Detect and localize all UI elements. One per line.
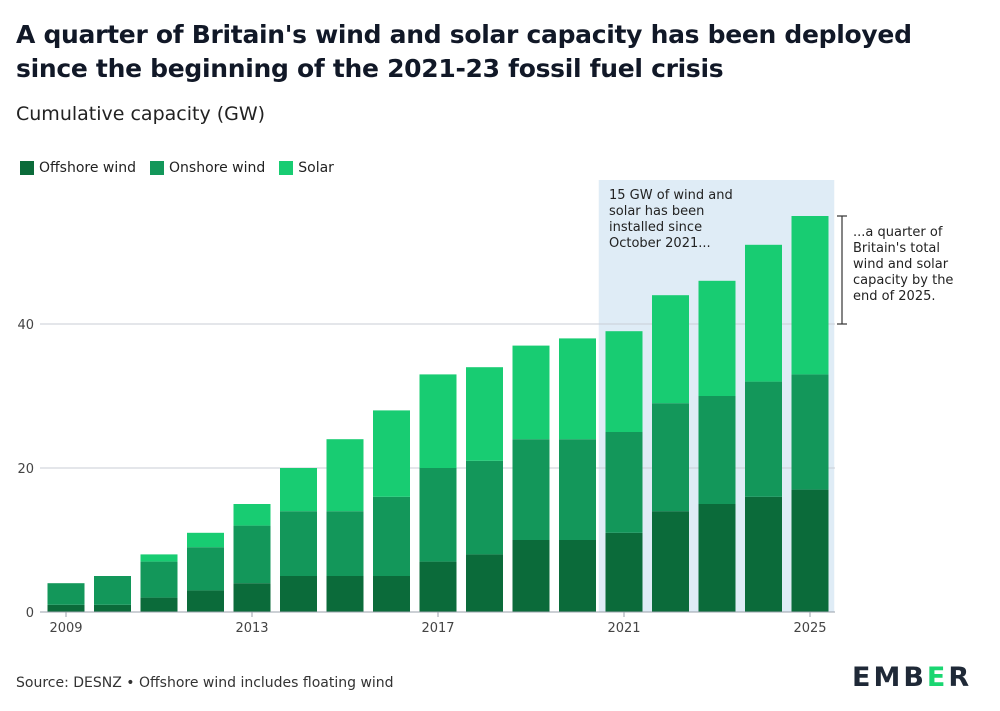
- bar-solar: [745, 244, 782, 382]
- ember-logo: EMBER: [852, 662, 972, 693]
- annotation-side-text: ...a quarter of Britain's total wind and s…: [853, 225, 953, 304]
- axis-layer: 0 20 40 2009 2013 2017 2021 2025: [17, 318, 835, 636]
- legend-swatch-offshore: [20, 161, 34, 175]
- legend-swatch-solar: [279, 161, 294, 175]
- annotation-layer: 15 GW of wind and solar has been installed…: [609, 188, 953, 325]
- logo-letter: R: [948, 662, 973, 693]
- bar-onshore-wind: [512, 439, 550, 540]
- legend-swatch-onshore: [150, 161, 165, 175]
- bar-offshore-wind: [745, 496, 782, 612]
- legend-label-onshore: Onshore wind: [169, 160, 266, 176]
- bar-offshore-wind: [47, 604, 85, 612]
- bars-layer: [47, 216, 829, 612]
- bar-offshore-wind: [512, 540, 550, 612]
- logo-letter: B: [903, 662, 927, 693]
- bar-onshore-wind: [326, 511, 364, 576]
- bar-solar: [187, 532, 224, 548]
- bar-offshore-wind: [559, 540, 596, 612]
- legend-label-solar: Solar: [298, 160, 334, 176]
- legend-item-onshore: Onshore wind: [150, 160, 265, 176]
- logo-letter: E: [926, 662, 949, 693]
- bar-offshore-wind: [791, 489, 829, 612]
- bar-solar: [419, 374, 457, 468]
- y-tick-label: 0: [26, 606, 34, 621]
- bar-onshore-wind: [791, 374, 829, 490]
- bar-onshore-wind: [233, 525, 271, 584]
- bar-offshore-wind: [698, 504, 736, 612]
- bar-onshore-wind: [187, 547, 224, 591]
- logo-letter: M: [873, 662, 904, 693]
- bar-onshore-wind: [280, 511, 317, 576]
- x-tick-label: 2013: [235, 621, 268, 636]
- bar-offshore-wind: [280, 576, 317, 612]
- bar-solar: [698, 280, 736, 396]
- bar-onshore-wind: [419, 468, 457, 562]
- legend-label-offshore: Offshore wind: [39, 160, 137, 176]
- bar-onshore-wind: [140, 561, 178, 598]
- bar-solar: [466, 367, 503, 461]
- x-tick-label: 2017: [421, 621, 454, 636]
- chart-subtitle: Cumulative capacity (GW): [16, 103, 266, 125]
- bar-solar: [791, 216, 829, 375]
- bar-onshore-wind: [94, 576, 131, 605]
- bar-offshore-wind: [140, 597, 178, 612]
- bar-onshore-wind: [745, 381, 782, 497]
- bar-offshore-wind: [652, 511, 689, 612]
- bar-solar: [512, 345, 550, 440]
- chart-title: A quarter of Britain's wind and solar ca…: [16, 20, 912, 83]
- bar-onshore-wind: [47, 583, 85, 605]
- bar-solar: [326, 439, 364, 512]
- x-tick-label: 2009: [49, 621, 82, 636]
- bar-solar: [559, 338, 596, 440]
- bar-solar: [605, 331, 643, 432]
- legend: Offshore wind Onshore wind Solar: [20, 160, 334, 176]
- legend-item-offshore: Offshore wind: [20, 160, 136, 176]
- annotation-box-text: 15 GW of wind and solar has been installed…: [609, 188, 733, 251]
- bar-offshore-wind: [466, 554, 503, 612]
- bar-offshore-wind: [233, 583, 271, 612]
- bar-offshore-wind: [187, 590, 224, 612]
- bar-onshore-wind: [698, 396, 736, 504]
- bar-offshore-wind: [605, 532, 643, 612]
- logo-letter: E: [852, 662, 874, 693]
- bar-offshore-wind: [419, 561, 457, 612]
- bar-onshore-wind: [373, 496, 410, 576]
- source-note: Source: DESNZ • Offshore wind includes f…: [16, 675, 394, 691]
- x-tick-label: 2025: [793, 621, 826, 636]
- bar-solar: [233, 504, 271, 526]
- bar-solar: [652, 295, 689, 404]
- bar-onshore-wind: [466, 460, 503, 555]
- y-tick-label: 40: [17, 318, 34, 333]
- bar-onshore-wind: [652, 403, 689, 512]
- bar-solar: [373, 410, 410, 497]
- bar-solar: [140, 554, 178, 562]
- bar-solar: [280, 468, 317, 512]
- y-tick-label: 20: [17, 462, 34, 477]
- bar-onshore-wind: [605, 432, 643, 533]
- bar-onshore-wind: [559, 439, 596, 540]
- legend-item-solar: Solar: [279, 160, 334, 176]
- bar-offshore-wind: [326, 576, 364, 612]
- bar-offshore-wind: [373, 576, 410, 612]
- x-tick-label: 2021: [607, 621, 640, 636]
- bar-offshore-wind: [94, 604, 131, 612]
